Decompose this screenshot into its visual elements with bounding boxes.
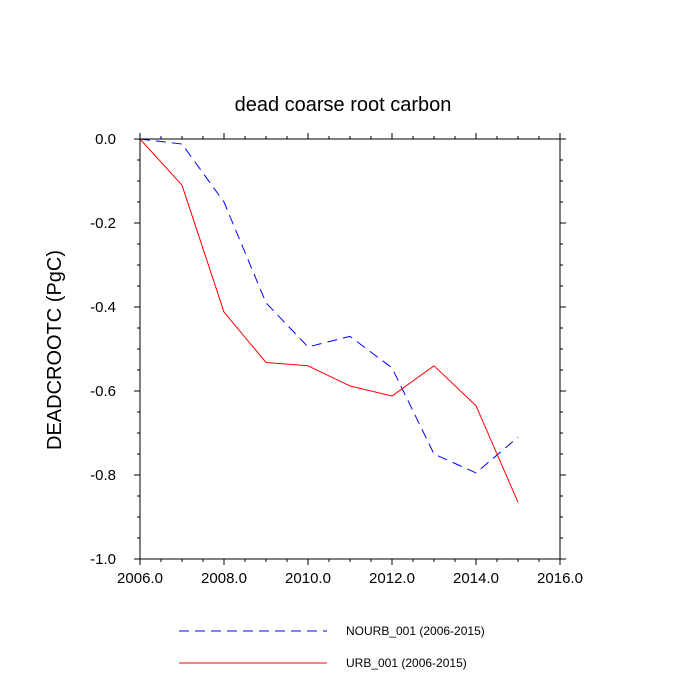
x-tick-label: 2006.0 xyxy=(117,570,163,587)
minor-ticks xyxy=(137,136,563,562)
plot-frame xyxy=(139,138,561,560)
series-line-urb xyxy=(139,138,519,503)
series-line-nourb xyxy=(139,138,519,474)
series-lines xyxy=(139,138,519,503)
chart-title: dead coarse root carbon xyxy=(235,94,452,116)
y-tick-label: 0.0 xyxy=(95,131,116,148)
x-tick-label: 2014.0 xyxy=(453,570,499,587)
y-axis-label: DEADCROOTC (PgC) xyxy=(44,250,66,450)
y-tick-label: -1.0 xyxy=(90,551,116,568)
legend-label: URB_001 (2006-2015) xyxy=(346,656,467,670)
y-tick-label: -0.4 xyxy=(90,299,116,316)
y-tick-label: -0.6 xyxy=(90,383,116,400)
x-tick-label: 2016.0 xyxy=(537,570,583,587)
legend-label: NOURB_001 (2006-2015) xyxy=(346,624,485,638)
x-tick-label: 2012.0 xyxy=(369,570,415,587)
tick-labels: 2006.0 2008.0 2010.0 2012.0 2014.0 2016.0 -1.0… xyxy=(90,131,583,587)
x-tick-label: 2010.0 xyxy=(285,570,331,587)
legend: NOURB_001 (2006-2015) URB_001 (2006-2015) xyxy=(179,624,485,670)
y-tick-label: -0.2 xyxy=(90,215,116,232)
y-tick-label: -0.8 xyxy=(90,467,116,484)
x-tick-label: 2008.0 xyxy=(201,570,247,587)
major-ticks xyxy=(134,133,566,565)
